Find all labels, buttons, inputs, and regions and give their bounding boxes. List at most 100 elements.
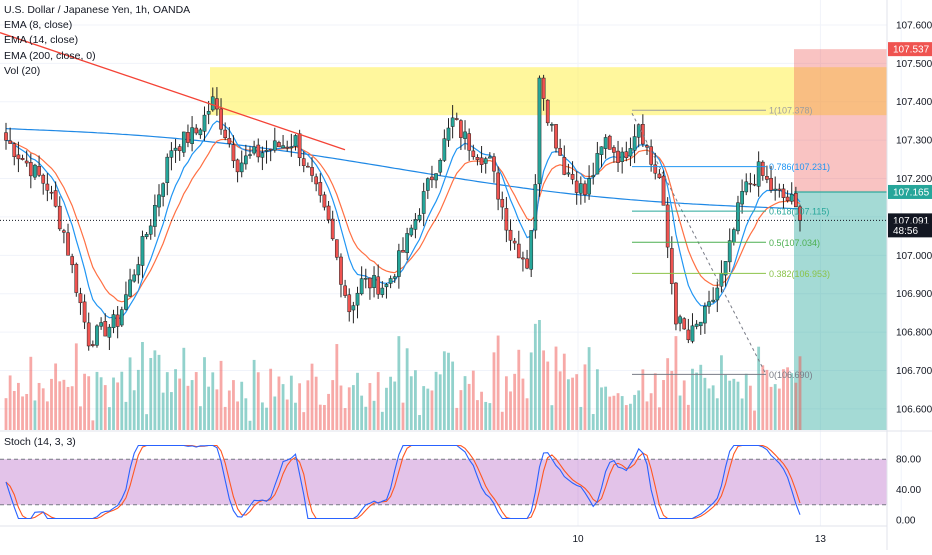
candle-body (132, 274, 137, 282)
candles (4, 74, 802, 351)
candle (256, 138, 261, 163)
legend-ema14[interactable]: EMA (14, close) (4, 34, 79, 47)
candle (533, 174, 538, 239)
volume-bar (546, 361, 550, 430)
candle-body (37, 166, 41, 176)
volume-bar (244, 398, 248, 430)
volume-bar (107, 407, 111, 430)
volume-bar (50, 378, 53, 430)
candle (339, 253, 343, 298)
volume-bar (223, 406, 227, 430)
candle-body (421, 191, 426, 214)
candle-body (235, 159, 240, 173)
candle-body (210, 96, 215, 111)
volume-bar (587, 347, 591, 430)
candle (355, 286, 360, 319)
volume-bar (583, 364, 587, 430)
candle (372, 266, 376, 298)
candle (504, 196, 509, 243)
candle (496, 166, 500, 211)
candle-body (186, 132, 190, 143)
volume-bar (368, 383, 372, 430)
candle (669, 236, 674, 295)
volume-bar (145, 414, 149, 430)
volume-bar (629, 403, 632, 430)
volume-bar (542, 350, 546, 430)
candle (173, 139, 178, 163)
candle-body (748, 183, 753, 185)
legend-ema200[interactable]: EMA (200, close, 0) (4, 49, 96, 62)
volume-bar (414, 370, 417, 430)
candle (215, 87, 219, 116)
candle-body (798, 206, 802, 221)
candle-body (53, 190, 58, 207)
candle (289, 133, 294, 157)
candle-body (194, 127, 199, 134)
candle (210, 87, 215, 112)
volume-bar (389, 376, 392, 430)
volume-bar (141, 342, 144, 430)
candle (33, 163, 37, 180)
volume-bar (289, 375, 293, 430)
volume-bar (393, 381, 397, 430)
volume-bar (786, 367, 789, 430)
candle-body (558, 147, 562, 156)
volume-bar (608, 396, 612, 430)
volume-bar (372, 400, 376, 430)
candle (95, 324, 99, 348)
stoch-legend[interactable]: Stoch (14, 3, 3) (4, 436, 76, 448)
volume-bar (302, 412, 306, 430)
volume-bar (558, 371, 562, 430)
candle-body (570, 174, 575, 180)
volume-bar (674, 336, 678, 430)
candle (583, 180, 587, 203)
candle (70, 253, 75, 274)
candle-body (24, 160, 29, 164)
candle (740, 179, 744, 214)
candle (612, 145, 616, 163)
candle-body (103, 321, 108, 337)
candle-body (459, 120, 463, 138)
volume-bar (281, 384, 285, 430)
candle (190, 116, 194, 152)
candle (401, 237, 405, 253)
volume-bar (666, 358, 670, 430)
volume-bar (757, 346, 761, 430)
candle-body (343, 285, 347, 296)
volume-bar (633, 394, 636, 430)
legend-volume[interactable]: Vol (20) (4, 64, 41, 77)
chart-title[interactable]: U.S. Dollar / Japanese Yen, 1h, OANDA (4, 4, 191, 16)
candle-body (202, 114, 207, 132)
candle-body (57, 205, 62, 230)
candle-body (529, 230, 534, 270)
volume-bar (662, 380, 665, 430)
candle (558, 138, 562, 156)
candle (690, 313, 695, 344)
volume-bar (525, 398, 529, 430)
volume-bar (538, 320, 541, 430)
candle (37, 155, 41, 178)
candle (111, 309, 116, 334)
candle-body (301, 158, 306, 166)
candle-body (744, 181, 749, 193)
candle-body (773, 188, 778, 191)
candle (306, 162, 310, 168)
candle-body (401, 250, 405, 253)
candle (397, 243, 401, 289)
candle-body (599, 146, 604, 155)
volume-bar (314, 376, 318, 430)
volume-bar (798, 356, 802, 430)
volume-bar (41, 388, 45, 430)
volume-bar (211, 372, 215, 430)
trendline (0, 32, 346, 151)
legend-ema8[interactable]: EMA (8, close) (4, 19, 73, 32)
candle (231, 135, 236, 169)
volume-bar (219, 360, 223, 430)
volume-bar (356, 372, 359, 430)
volume-bar (153, 350, 157, 430)
candle (471, 144, 476, 160)
volume-bar (29, 356, 33, 430)
volume-bar (265, 407, 268, 430)
volume-bar (554, 346, 558, 430)
candle (194, 124, 199, 136)
